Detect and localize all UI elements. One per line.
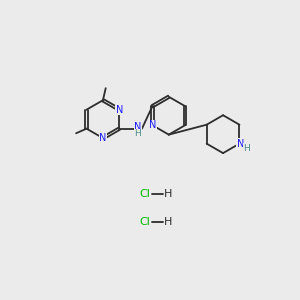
Text: H: H [164, 217, 172, 227]
Text: N: N [99, 133, 106, 143]
Text: Cl: Cl [139, 189, 150, 199]
Text: H: H [244, 144, 250, 153]
Text: Cl: Cl [139, 217, 150, 227]
Text: H: H [134, 129, 141, 138]
Text: N: N [149, 120, 156, 130]
Text: H: H [164, 189, 172, 199]
Text: N: N [237, 139, 244, 148]
Text: N: N [134, 122, 142, 133]
Text: N: N [116, 105, 123, 115]
